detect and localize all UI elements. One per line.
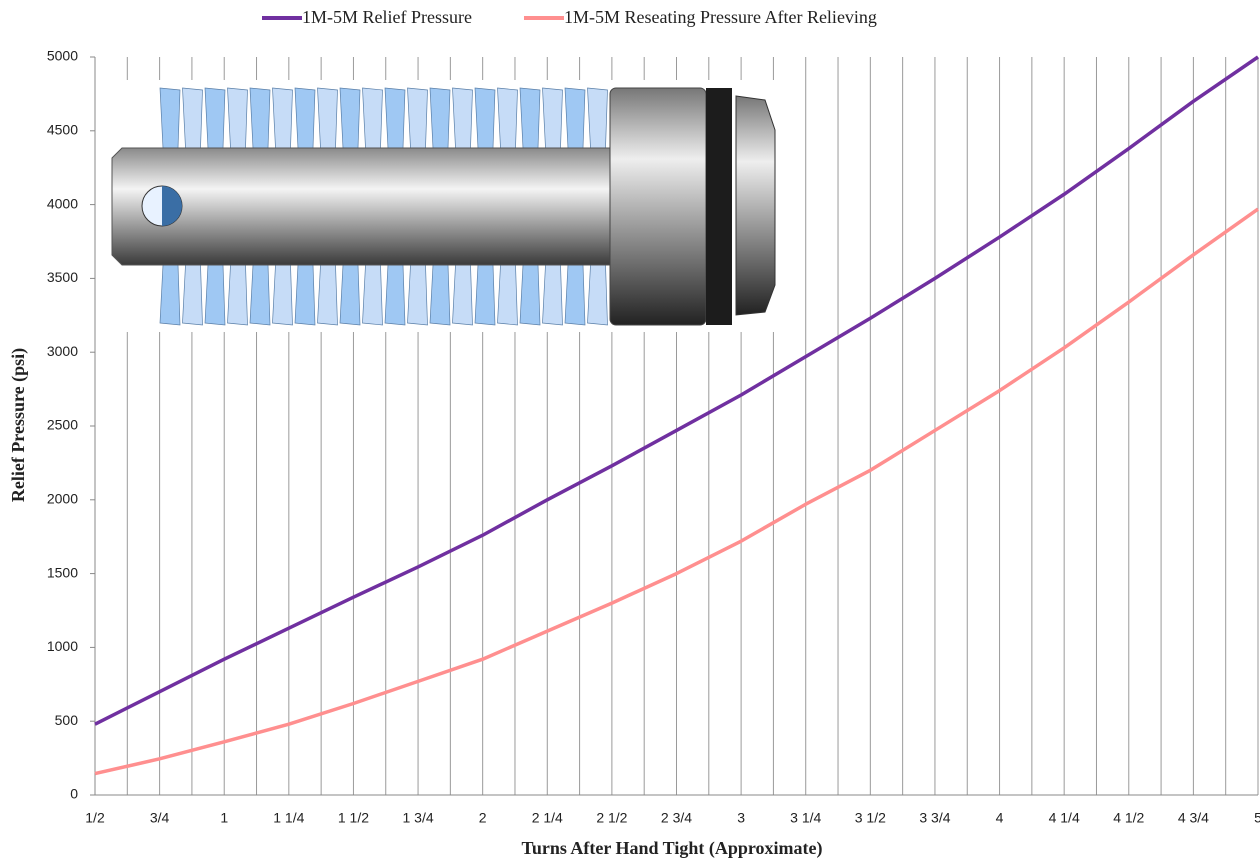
legend-label: 1M-5M Relief Pressure: [302, 7, 472, 27]
spring-washer: [160, 88, 180, 148]
x-tick-label: 2 1/4: [532, 810, 563, 826]
y-tick-label: 3500: [47, 269, 78, 285]
spring-washer: [183, 265, 203, 325]
y-tick-label: 0: [70, 786, 78, 802]
y-tick-label: 2500: [47, 417, 78, 433]
spring-washer: [475, 88, 495, 148]
x-tick-label: 3 1/4: [790, 810, 821, 826]
spring-washer: [565, 88, 585, 148]
spring-washer: [160, 265, 180, 325]
spring-washer: [453, 265, 473, 325]
valve-illustration: [104, 80, 780, 332]
valve-head: [610, 88, 706, 325]
chart: 1/2 3/4 1 1 1/4 1 1/2 1 3/4 2 2 1/4 2 1/2 2 3/4 3 3…: [0, 0, 1260, 864]
spring-washer: [385, 265, 405, 325]
spring-washer: [295, 88, 315, 148]
y-axis-title: Relief Pressure (psi): [8, 348, 29, 502]
spring-washer: [475, 265, 495, 325]
x-tick-label: 1 3/4: [402, 810, 433, 826]
spring-washer: [363, 88, 383, 148]
y-tick-label: 3000: [47, 343, 78, 359]
spring-washer: [340, 88, 360, 148]
spring-washer: [520, 265, 540, 325]
valve-stem: [112, 148, 610, 265]
spring-washer: [183, 88, 203, 148]
spring-washer: [273, 265, 293, 325]
spring-washer: [408, 265, 428, 325]
spring-washer: [543, 88, 563, 148]
x-tick-label: 3 1/2: [855, 810, 886, 826]
spring-washer: [205, 88, 225, 148]
x-tick-label: 4 1/4: [1049, 810, 1080, 826]
spring-washer: [520, 88, 540, 148]
x-tick-label: 2 3/4: [661, 810, 692, 826]
y-tick-label: 4500: [47, 122, 78, 138]
spring-washer: [498, 265, 518, 325]
x-tick-label: 5: [1254, 810, 1260, 826]
x-tick-label: 1/2: [85, 810, 105, 826]
spring-washer: [430, 88, 450, 148]
spring-washer: [588, 88, 608, 148]
spring-washer: [363, 265, 383, 325]
spring-washer: [228, 88, 248, 148]
spring-washer: [273, 88, 293, 148]
spring-washer: [498, 88, 518, 148]
spring-washer: [408, 88, 428, 148]
x-tick-label: 4: [996, 810, 1004, 826]
valve-seal: [706, 88, 732, 325]
spring-washer: [318, 88, 338, 148]
valve-disc: [736, 96, 775, 315]
y-tick-label: 1500: [47, 564, 78, 580]
spring-washer: [228, 265, 248, 325]
y-tick-label: 1000: [47, 638, 78, 654]
x-tick-label: 3 3/4: [919, 810, 950, 826]
x-tick-label: 2: [479, 810, 487, 826]
y-tick-label: 4000: [47, 195, 78, 211]
x-tick-label: 3: [737, 810, 745, 826]
spring-washer: [205, 265, 225, 325]
spring-washer: [318, 265, 338, 325]
y-tick-label: 500: [55, 712, 79, 728]
legend-label: 1M-5M Reseating Pressure After Relieving: [564, 7, 877, 27]
spring-washer: [340, 265, 360, 325]
x-tick-label: 1 1/4: [273, 810, 304, 826]
x-tick-label: 4 3/4: [1178, 810, 1209, 826]
x-axis-title: Turns After Hand Tight (Approximate): [521, 838, 822, 859]
x-tick-label: 4 1/2: [1113, 810, 1144, 826]
x-tick-label: 1 1/2: [338, 810, 369, 826]
y-tick-label: 2000: [47, 491, 78, 507]
spring-washer: [295, 265, 315, 325]
legend: 1M-5M Relief Pressure 1M-5M Reseating Pre…: [262, 7, 877, 27]
y-tick-label: 5000: [47, 48, 78, 64]
x-tick-label: 2 1/2: [596, 810, 627, 826]
spring-washer: [385, 88, 405, 148]
spring-washer: [588, 265, 608, 325]
x-tick-label: 3/4: [150, 810, 170, 826]
x-tick-label: 1: [220, 810, 228, 826]
spring-washer: [430, 265, 450, 325]
spring-washer: [543, 265, 563, 325]
spring-washer: [453, 88, 473, 148]
spring-washer: [250, 88, 270, 148]
spring-washer: [565, 265, 585, 325]
spring-washer: [250, 265, 270, 325]
